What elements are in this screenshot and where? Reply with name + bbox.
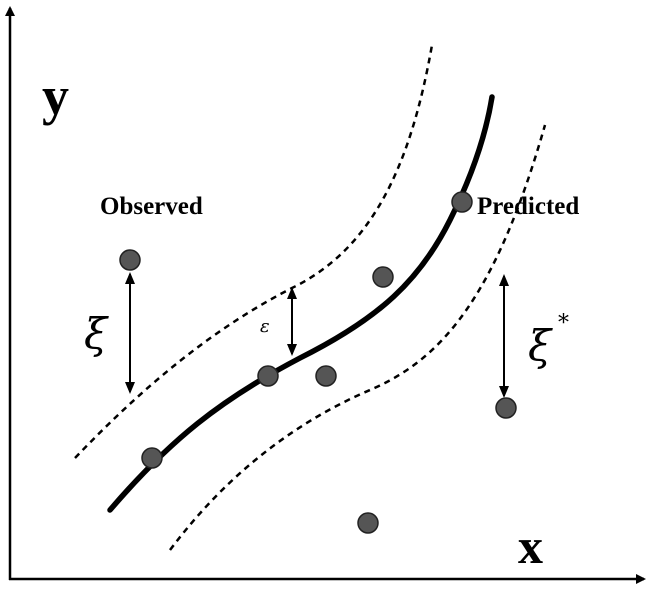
x-axis-label: x <box>518 518 543 574</box>
data-point <box>372 266 394 288</box>
predicted-label: Predicted <box>477 193 579 220</box>
lower-margin-boundary <box>169 124 547 551</box>
data-point <box>495 397 517 419</box>
data-point <box>451 191 473 213</box>
xi-star-superscript: * <box>558 311 569 336</box>
regression-curve <box>107 94 495 513</box>
epsilon-label: ε <box>260 316 270 337</box>
observed-label: Observed <box>100 193 203 220</box>
data-point <box>141 447 163 469</box>
xi-label: ξ <box>84 309 109 358</box>
data-point <box>257 365 279 387</box>
data-points <box>119 191 517 534</box>
xi-star-label: ξ <box>528 321 553 370</box>
data-point <box>119 249 141 271</box>
data-point <box>357 512 379 534</box>
y-axis-label: y <box>42 66 69 126</box>
data-point <box>315 365 337 387</box>
